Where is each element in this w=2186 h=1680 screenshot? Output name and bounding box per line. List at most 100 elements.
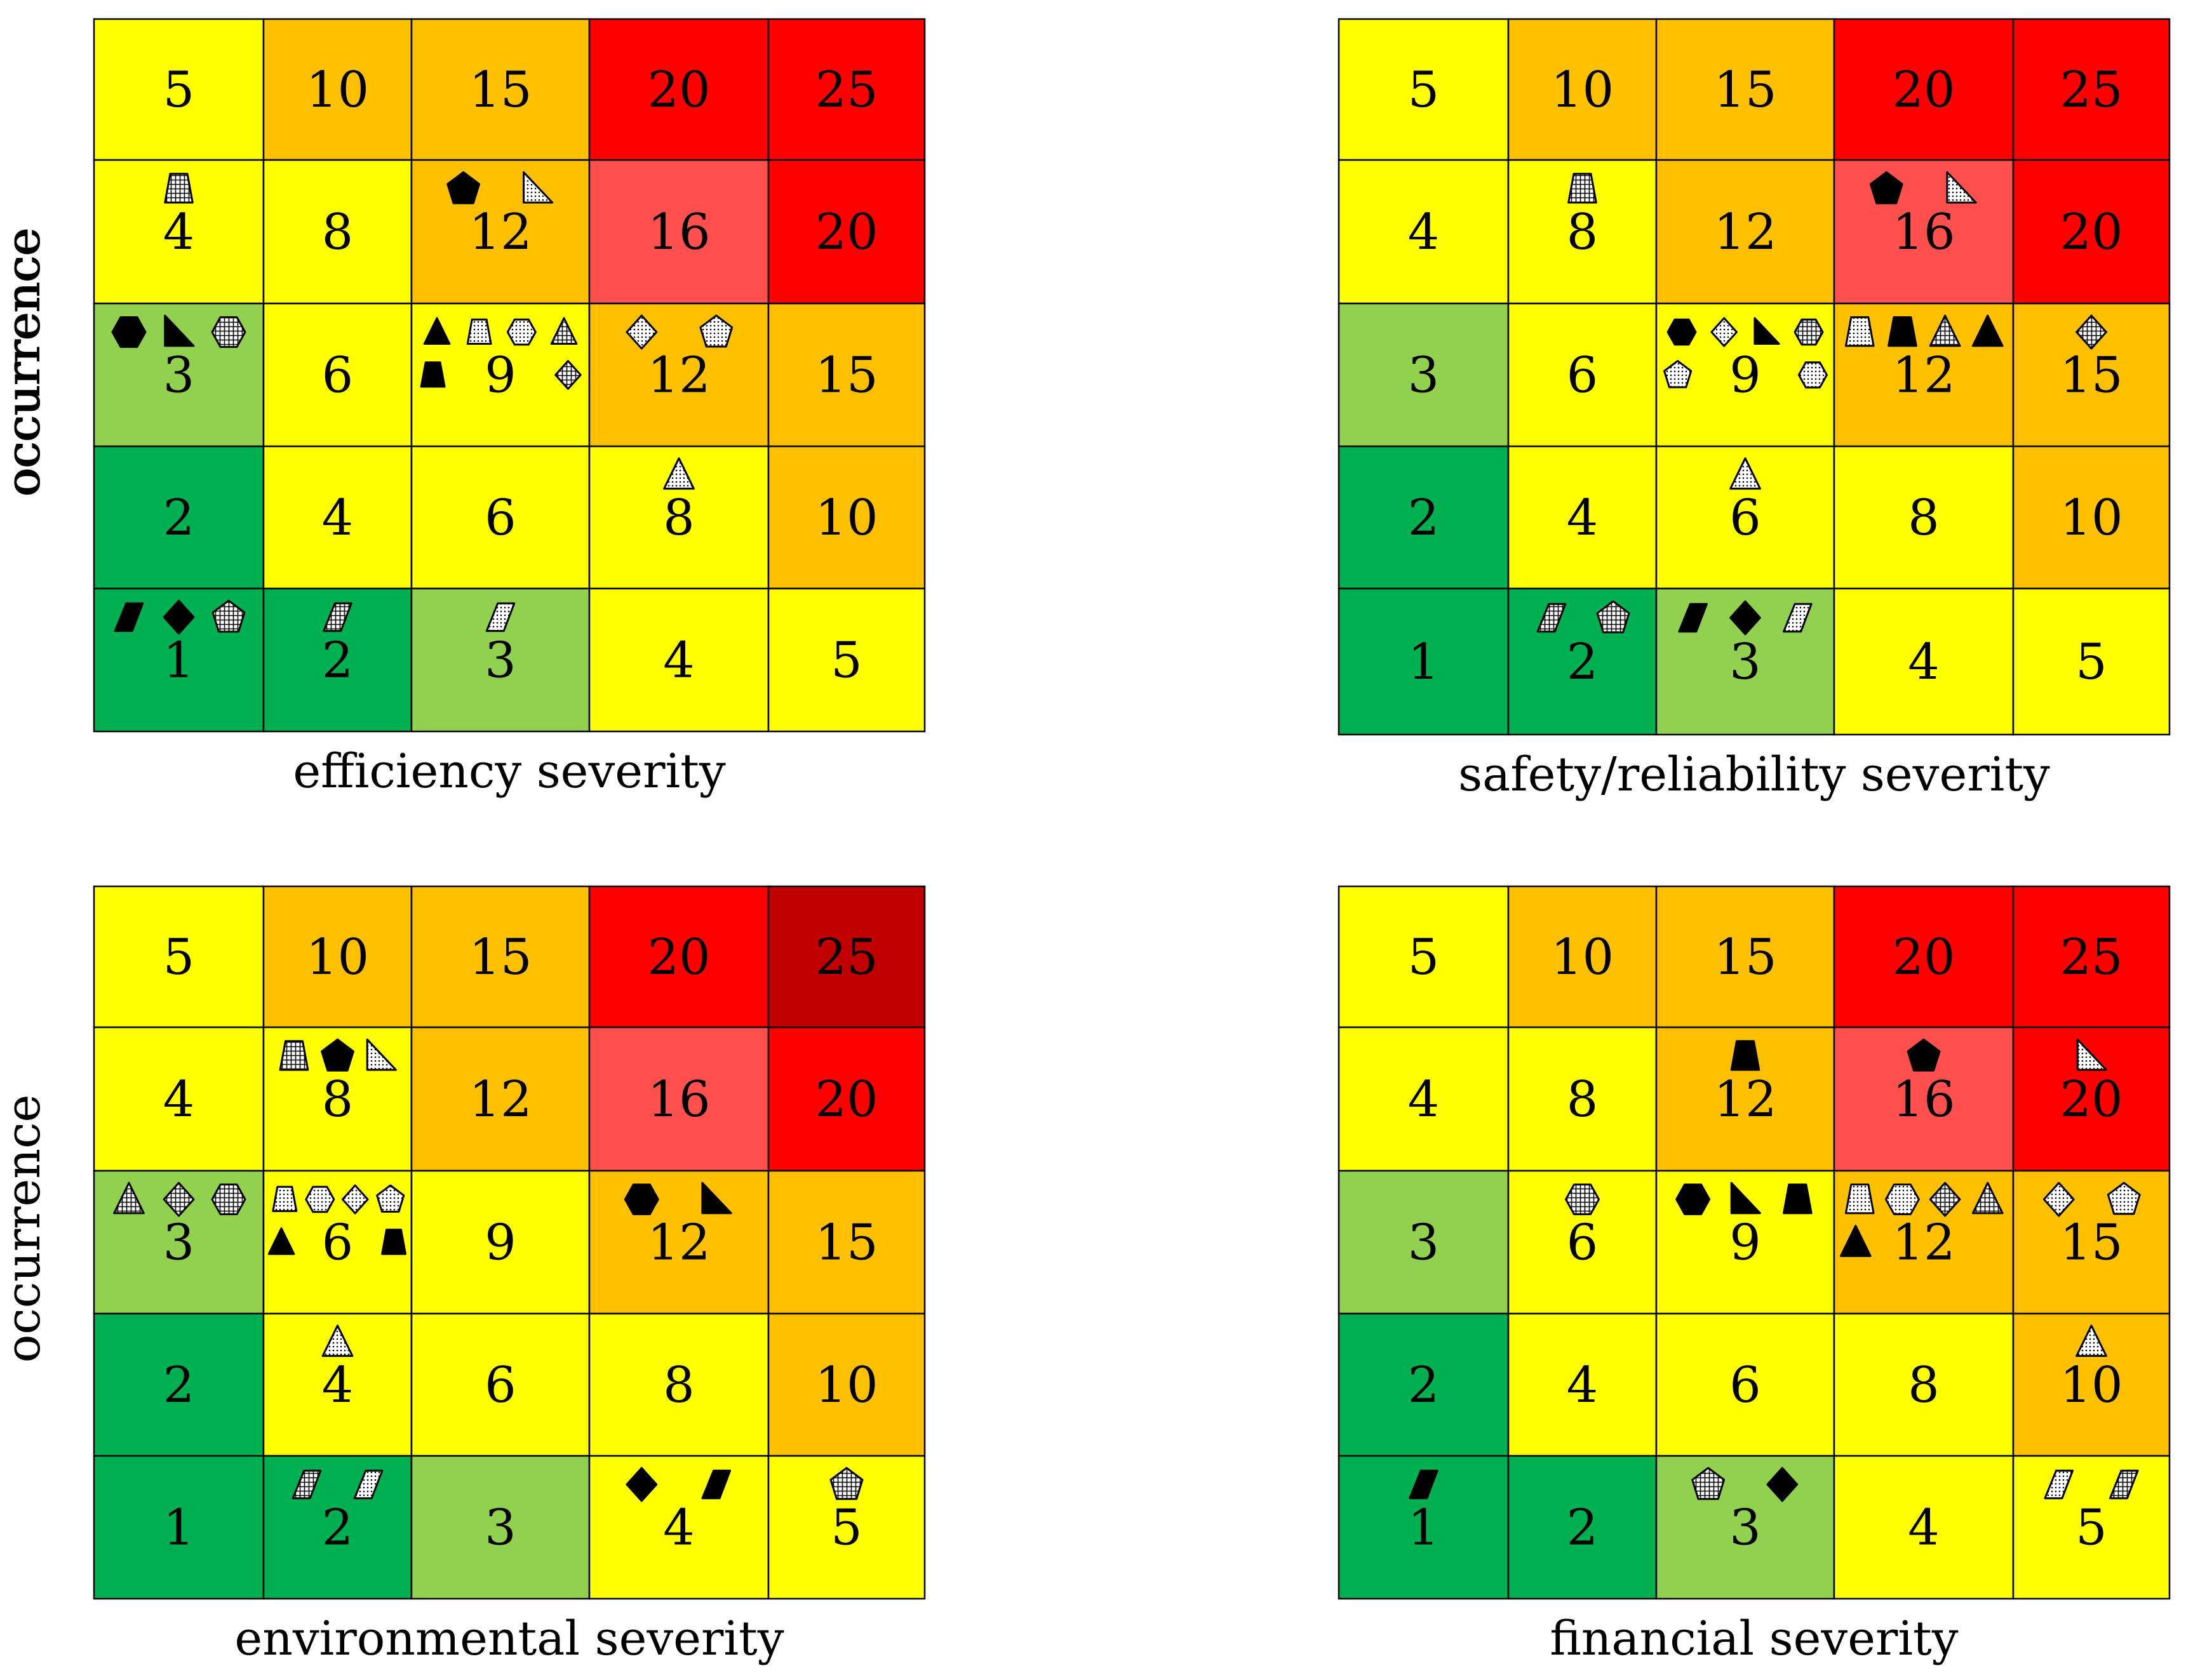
cell-value: 1 <box>1408 1500 1440 1557</box>
matrix-cell <box>1507 1312 1658 1457</box>
cell-value: 6 <box>485 1357 516 1414</box>
cell-value: 12 <box>1713 204 1776 261</box>
cell-value: 4 <box>1408 204 1440 261</box>
matrix-cell <box>410 159 591 305</box>
matrix-cell <box>1507 18 1658 161</box>
pentagon-solid-marker <box>446 171 481 204</box>
diamond-solid-marker <box>163 599 195 635</box>
cell-value: 12 <box>469 1071 532 1128</box>
matrix-cell <box>1338 302 1510 448</box>
cell-value: 8 <box>1567 1071 1599 1128</box>
cell-value: 2 <box>1567 1500 1599 1557</box>
cell-value: 3 <box>1408 347 1440 404</box>
hexagon-grid-marker <box>1794 318 1824 346</box>
parallelogram-grid-marker <box>292 1469 322 1500</box>
matrix-cell <box>262 18 413 161</box>
triangle-dots-marker <box>2075 1324 2107 1357</box>
matrix-cell <box>1338 18 1510 161</box>
y-axis-label: occurrence <box>0 229 51 497</box>
matrix-cell <box>767 587 926 733</box>
cell-value: 4 <box>1908 1500 1940 1557</box>
cell-value: 4 <box>1408 1071 1440 1128</box>
matrix-cell <box>1833 1312 2015 1457</box>
diamond-grid-marker <box>2075 314 2107 350</box>
matrix-cell <box>588 885 770 1029</box>
triangle-solid-marker <box>1971 314 2004 347</box>
matrix-cell <box>1833 1455 2015 1600</box>
cell-value: 20 <box>1892 929 1955 986</box>
cell-value: 15 <box>815 347 878 404</box>
cell-value: 16 <box>1892 1071 1955 1128</box>
matrix-cell <box>1338 885 1510 1029</box>
matrix-cell <box>410 885 591 1029</box>
matrix-cell <box>588 1312 770 1457</box>
trapezoid-solid-marker <box>420 361 446 388</box>
cell-value: 2 <box>163 1357 195 1414</box>
trapezoid-grid-marker <box>279 1040 309 1071</box>
pentagon-solid-marker <box>1907 1038 1941 1072</box>
cell-value: 6 <box>322 1215 354 1272</box>
cell-value: 10 <box>306 929 369 986</box>
cell-value: 4 <box>1908 634 1940 691</box>
cell-value: 12 <box>647 1215 710 1272</box>
matrix-cell <box>1338 159 1510 305</box>
matrix-cell <box>410 1026 591 1172</box>
pentagon-dots-marker <box>2107 1182 2141 1215</box>
matrix-cell <box>588 587 770 733</box>
right-triangle-solid-marker <box>1730 1182 1761 1215</box>
cell-value: 4 <box>1567 490 1599 547</box>
matrix-cells: 5 10 15 20 254 8 12 16 203 6 9 12 152 4 6 8 101 2 3 4 5 <box>93 18 926 733</box>
diamond-dots-marker <box>2042 1182 2075 1217</box>
y-axis-label: occurrence <box>0 1095 51 1363</box>
parallelogram-grid-marker <box>323 602 352 632</box>
matrix-cell <box>767 1312 926 1457</box>
trapezoid-grid-marker <box>164 173 194 204</box>
x-axis-label: environmental severity <box>234 1611 784 1666</box>
triangle-dots-marker <box>1729 457 1761 490</box>
y-axis-label: occurrence <box>0 227 51 496</box>
right-triangle-dots-marker <box>523 171 554 204</box>
cell-value: 2 <box>1567 634 1599 691</box>
cell-value: 3 <box>485 1500 516 1557</box>
hexagon-solid-marker <box>1666 318 1697 346</box>
matrix-cell <box>1507 1026 1658 1172</box>
cell-value: 5 <box>2075 634 2107 691</box>
cell-value: 8 <box>663 1357 695 1414</box>
hexagon-dots-marker <box>305 1185 335 1213</box>
diamond-grid-marker <box>1929 1182 1961 1217</box>
matrix-cell <box>93 1455 265 1600</box>
cell-value: 5 <box>2075 1500 2107 1557</box>
matrix-markers <box>111 171 734 635</box>
cell-value: 3 <box>485 632 516 690</box>
hexagon-solid-marker <box>624 1183 659 1215</box>
matrix-cell <box>1655 159 1835 305</box>
right-triangle-dots-marker <box>366 1038 397 1071</box>
cell-value: 16 <box>647 204 710 261</box>
right-triangle-solid-marker <box>701 1182 732 1215</box>
matrix-cell <box>1655 1312 1835 1457</box>
trapezoid-solid-marker <box>1730 1040 1760 1071</box>
cell-value: 15 <box>469 929 532 986</box>
cell-value: 25 <box>815 62 878 119</box>
hexagon-dots-marker <box>1884 1183 1920 1215</box>
parallelogram-solid-marker <box>114 602 144 632</box>
cell-value: 5 <box>163 62 195 119</box>
diamond-dots-marker <box>1710 317 1738 347</box>
cell-value: 15 <box>1713 62 1776 119</box>
parallelogram-dots-marker <box>1783 603 1813 633</box>
parallelogram-solid-marker <box>701 1469 732 1500</box>
x-axis-label: financial severity <box>1550 1611 1958 1666</box>
matrix-cell <box>2012 1455 2171 1600</box>
matrix-cell <box>2012 159 2171 305</box>
cell-value: 6 <box>1567 1215 1599 1272</box>
trapezoid-solid-marker <box>1783 1183 1813 1215</box>
triangle-dots-marker <box>663 457 695 490</box>
matrix-cells: 5 10 15 20 254 8 12 16 203 6 9 12 152 4 6 8 101 2 3 4 5 <box>93 885 926 1600</box>
cell-value: 8 <box>322 1071 354 1128</box>
matrix-cell <box>1338 1026 1510 1172</box>
pentagon-grid-marker <box>211 599 246 633</box>
cell-value: 3 <box>163 1215 195 1272</box>
diamond-grid-marker <box>163 1182 195 1217</box>
matrix-cell <box>588 159 770 305</box>
